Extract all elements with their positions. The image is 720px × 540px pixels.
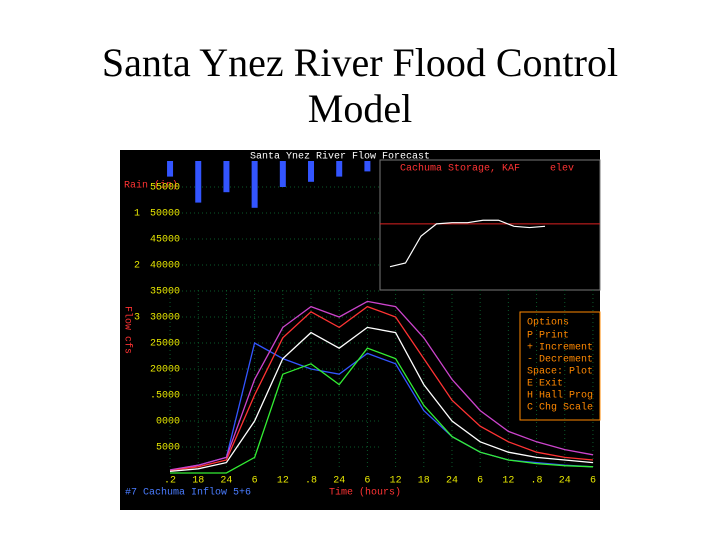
x-axis-label: Time (hours): [329, 487, 401, 499]
y-tick-label: .5000: [150, 391, 180, 402]
y-tick-label: 25000: [150, 339, 180, 350]
x-tick-label: 18: [192, 476, 204, 487]
rain-bar: [251, 161, 258, 208]
x-tick-label: 6: [364, 476, 370, 487]
y2-tick-label: 2: [134, 261, 140, 272]
rain-bar: [364, 161, 371, 172]
option-item: + Increment: [527, 343, 593, 354]
rain-bar: [223, 161, 230, 193]
option-item: - Decrement: [527, 355, 593, 366]
rain-bar: [167, 161, 174, 177]
rain-bar: [279, 161, 286, 187]
rain-bar: [308, 161, 315, 182]
x-tick-label: 6: [590, 476, 596, 487]
x-tick-label: .2: [164, 476, 176, 487]
y2-tick-label: 3: [134, 313, 140, 324]
series-line: [169, 305, 594, 472]
slide-title: Santa Ynez River Flood Control Model: [101, 40, 619, 131]
y-tick-label: 45000: [150, 235, 180, 246]
y-tick-label: 35000: [150, 287, 180, 298]
x-tick-label: 24: [220, 476, 232, 487]
series-line: [170, 347, 594, 474]
x-tick-label: .8: [305, 476, 317, 487]
rain-bar: [336, 161, 343, 177]
x-tick-label: 24: [446, 476, 458, 487]
option-item: H Hall Prog: [527, 390, 593, 402]
option-item: P Print: [527, 330, 569, 342]
footer: #7 Cachuma Inflow 5+6: [125, 487, 251, 499]
x-tick-label: 24: [333, 476, 345, 487]
option-item: E Exit: [527, 378, 563, 390]
option-item: Space: Plot: [527, 366, 593, 378]
rain-label: Rain (in): [124, 180, 178, 192]
options-box: [519, 311, 601, 421]
rain-bar: [195, 161, 202, 203]
y-tick-label: 20000: [150, 365, 180, 376]
x-tick-label: 12: [390, 476, 402, 487]
series-line: [169, 300, 594, 471]
options-title: Options: [527, 317, 569, 329]
inset-box: [379, 159, 601, 291]
y-tick-label: 55000: [150, 183, 180, 194]
y-axis-label: Flow cfs: [121, 306, 133, 354]
inset-title: Cachuma Storage, KAF: [400, 163, 520, 175]
x-tick-label: 24: [559, 476, 571, 487]
series-line: [169, 326, 594, 473]
y2-tick-label: 1: [134, 209, 140, 220]
y-tick-label: 50000: [150, 209, 180, 220]
x-tick-label: 18: [418, 476, 430, 487]
x-tick-label: 12: [277, 476, 289, 487]
y-tick-label: 40000: [150, 261, 180, 272]
y-tick-label: 30000: [150, 313, 180, 324]
inset-label: elev: [550, 163, 574, 175]
inset-line: [389, 219, 546, 268]
y-tick-label: 0000: [156, 417, 180, 428]
x-tick-label: 12: [502, 476, 514, 487]
option-item: C Chg Scale: [527, 402, 593, 414]
y-tick-label: 5000: [156, 443, 180, 454]
x-tick-label: 6: [477, 476, 483, 487]
x-tick-label: .8: [531, 476, 543, 487]
x-tick-label: 6: [252, 476, 258, 487]
